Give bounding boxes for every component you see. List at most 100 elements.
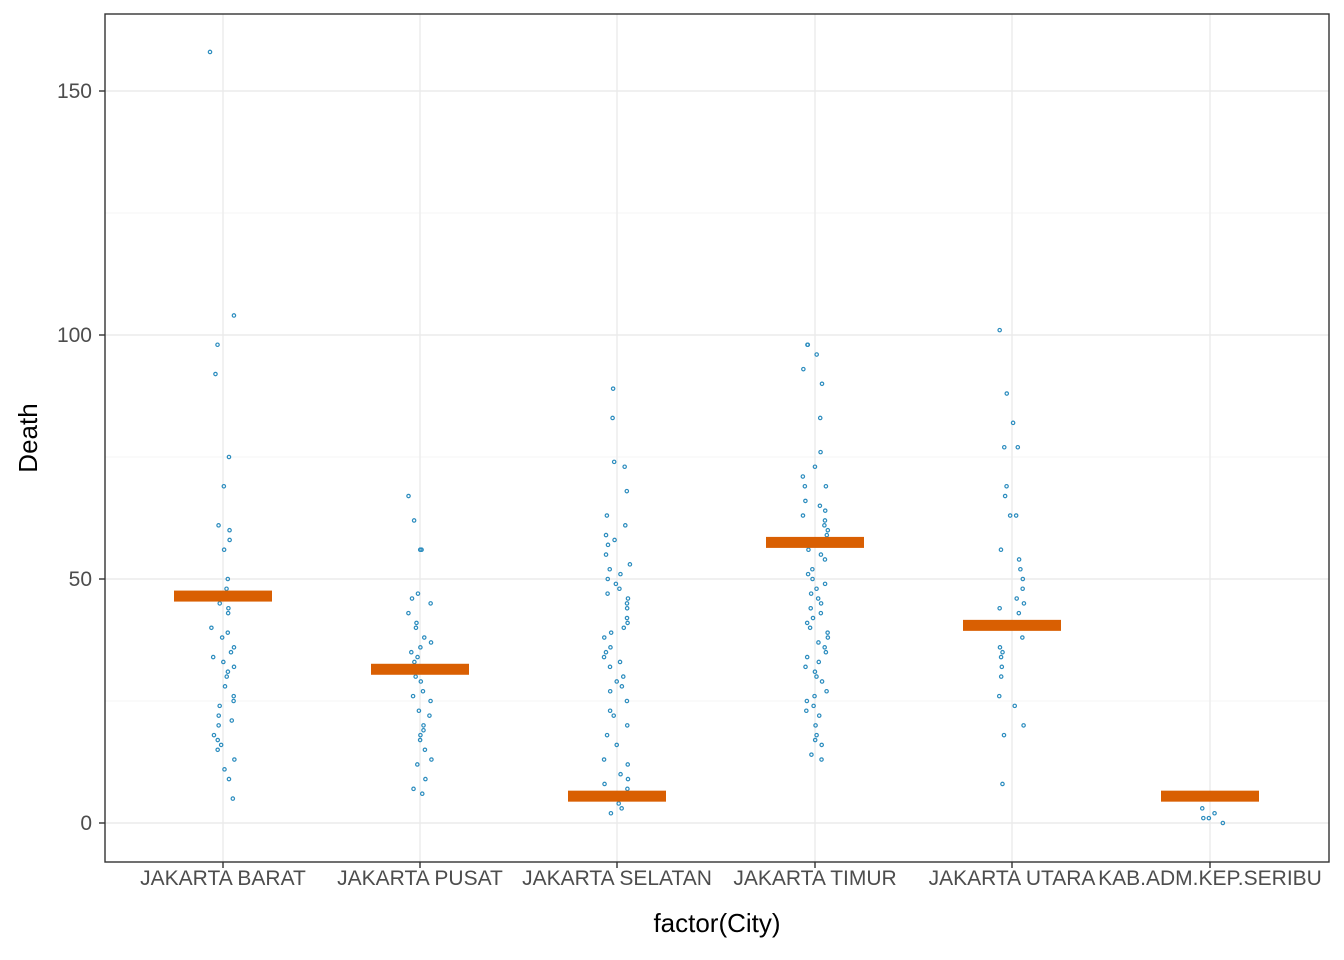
median-bars bbox=[174, 536, 1259, 802]
data-point bbox=[218, 742, 224, 748]
data-point bbox=[997, 645, 1003, 650]
data-point bbox=[216, 713, 222, 718]
data-point bbox=[415, 591, 421, 596]
data-point bbox=[1001, 732, 1007, 738]
data-point bbox=[612, 537, 617, 543]
data-point bbox=[605, 576, 611, 582]
data-point bbox=[409, 596, 415, 601]
data-point bbox=[406, 493, 411, 499]
data-point bbox=[1021, 601, 1027, 606]
data-point bbox=[812, 693, 817, 699]
data-point bbox=[627, 562, 633, 567]
data-point bbox=[1020, 635, 1025, 640]
data-point bbox=[608, 810, 614, 816]
data-point bbox=[216, 723, 221, 728]
data-point bbox=[996, 693, 1002, 699]
data-point bbox=[1014, 596, 1020, 601]
data-point bbox=[611, 713, 617, 718]
data-point bbox=[810, 566, 815, 572]
data-point bbox=[617, 586, 622, 592]
data-point bbox=[624, 723, 630, 728]
data-point bbox=[414, 620, 419, 626]
data-point bbox=[411, 786, 416, 792]
data-point bbox=[625, 776, 631, 782]
data-point bbox=[227, 537, 232, 543]
data-point bbox=[807, 625, 813, 631]
data-point bbox=[1020, 576, 1026, 582]
data-point bbox=[817, 415, 823, 421]
data-point bbox=[409, 649, 414, 655]
data-point bbox=[804, 698, 810, 704]
data-point bbox=[228, 649, 234, 655]
panel-border bbox=[104, 13, 1330, 863]
data-point bbox=[221, 659, 226, 665]
data-point bbox=[604, 732, 610, 738]
data-point bbox=[823, 483, 829, 489]
data-point bbox=[215, 747, 220, 753]
data-point bbox=[614, 742, 620, 748]
data-point bbox=[819, 679, 825, 684]
data-point bbox=[231, 645, 237, 650]
data-point bbox=[1000, 649, 1005, 655]
data-point bbox=[601, 635, 607, 640]
data-points bbox=[207, 49, 1226, 826]
data-point bbox=[607, 708, 613, 714]
data-point bbox=[818, 601, 824, 606]
data-point bbox=[415, 762, 420, 767]
data-point bbox=[1004, 483, 1009, 489]
data-point bbox=[225, 610, 231, 616]
data-point bbox=[211, 732, 217, 738]
data-point bbox=[226, 776, 232, 782]
data-point bbox=[418, 645, 423, 650]
median-bar bbox=[1161, 790, 1259, 802]
data-point bbox=[222, 767, 227, 772]
data-point bbox=[417, 547, 423, 553]
data-point bbox=[825, 630, 830, 635]
data-point bbox=[618, 571, 623, 577]
data-point bbox=[1012, 703, 1018, 709]
data-point bbox=[614, 679, 620, 684]
data-point bbox=[215, 342, 220, 348]
data-point bbox=[209, 625, 214, 631]
data-point bbox=[816, 659, 822, 665]
data-point bbox=[804, 708, 809, 714]
data-point bbox=[1220, 820, 1226, 826]
data-point bbox=[810, 576, 815, 582]
median-bar bbox=[174, 590, 272, 602]
data-point bbox=[610, 415, 615, 421]
data-point bbox=[601, 654, 607, 660]
data-point bbox=[225, 630, 231, 635]
data-point bbox=[413, 625, 419, 631]
data-point bbox=[226, 454, 232, 460]
data-point bbox=[625, 762, 631, 767]
data-point bbox=[624, 698, 630, 704]
data-point bbox=[406, 610, 411, 616]
data-point bbox=[825, 635, 831, 640]
data-point bbox=[213, 371, 218, 377]
data-point bbox=[808, 605, 814, 611]
data-point bbox=[231, 664, 237, 670]
data-point bbox=[620, 674, 626, 679]
data-point bbox=[997, 605, 1002, 611]
data-point bbox=[818, 552, 824, 557]
data-point bbox=[1018, 566, 1023, 572]
data-point bbox=[622, 464, 627, 470]
data-point bbox=[800, 513, 806, 518]
data-point bbox=[819, 757, 824, 762]
data-point bbox=[1206, 815, 1212, 821]
data-point bbox=[215, 737, 221, 743]
data-point bbox=[811, 703, 816, 709]
data-point bbox=[998, 547, 1004, 553]
data-point bbox=[608, 645, 613, 650]
data-point bbox=[607, 566, 613, 572]
data-point bbox=[219, 635, 225, 640]
data-point bbox=[808, 591, 814, 596]
data-point bbox=[618, 771, 623, 777]
data-point bbox=[809, 752, 814, 757]
data-point bbox=[603, 532, 609, 538]
data-point bbox=[814, 674, 819, 679]
data-point bbox=[802, 483, 808, 489]
data-point bbox=[602, 781, 607, 787]
data-point bbox=[1013, 513, 1019, 518]
